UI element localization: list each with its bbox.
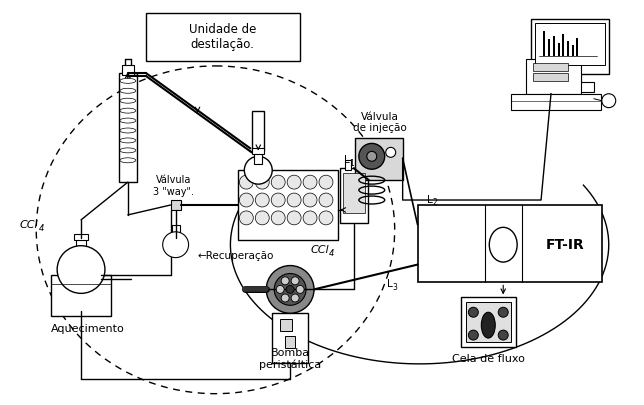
Bar — [461, 297, 516, 347]
Circle shape — [498, 307, 508, 317]
Circle shape — [163, 232, 189, 258]
Circle shape — [386, 147, 395, 157]
Circle shape — [281, 294, 289, 302]
Text: Aquecimento: Aquecimento — [51, 324, 125, 334]
Circle shape — [57, 246, 105, 293]
Bar — [238, 170, 338, 240]
Ellipse shape — [489, 227, 517, 262]
Circle shape — [498, 330, 508, 340]
Circle shape — [468, 307, 478, 317]
Text: CCl: CCl — [310, 245, 329, 255]
Text: Válvula
3 "way".: Válvula 3 "way". — [153, 175, 194, 197]
Circle shape — [287, 193, 301, 207]
Text: Unidade de
destilação.: Unidade de destilação. — [189, 23, 256, 51]
Circle shape — [303, 193, 317, 207]
Circle shape — [244, 156, 272, 184]
Bar — [567, 41, 569, 56]
Circle shape — [266, 266, 314, 313]
Bar — [343, 173, 365, 213]
Circle shape — [271, 175, 285, 189]
Circle shape — [468, 330, 478, 340]
Circle shape — [240, 211, 253, 225]
Text: Cela de fluxo: Cela de fluxo — [452, 354, 525, 364]
Circle shape — [281, 277, 289, 285]
Circle shape — [255, 175, 269, 189]
Bar — [543, 31, 545, 56]
Bar — [355, 139, 402, 180]
Circle shape — [286, 286, 294, 293]
Circle shape — [367, 151, 377, 161]
Bar — [417, 205, 601, 282]
Circle shape — [255, 193, 269, 207]
Circle shape — [291, 294, 299, 302]
Circle shape — [303, 211, 317, 225]
Bar — [558, 43, 560, 56]
Bar — [172, 225, 180, 235]
Bar — [76, 238, 86, 253]
Text: CCl: CCl — [20, 220, 39, 230]
Bar — [74, 234, 88, 240]
Circle shape — [319, 175, 333, 189]
Circle shape — [240, 193, 253, 207]
Circle shape — [291, 277, 299, 285]
Bar — [146, 13, 300, 61]
Circle shape — [287, 211, 301, 225]
Bar — [252, 111, 264, 150]
Circle shape — [240, 175, 253, 189]
Bar — [535, 23, 605, 65]
Text: 2: 2 — [432, 198, 437, 207]
Bar — [553, 36, 555, 56]
Text: Válvula
de injeção: Válvula de injeção — [353, 112, 406, 133]
Text: 4: 4 — [39, 224, 44, 233]
Bar — [466, 302, 511, 342]
Bar — [546, 82, 594, 92]
Text: L: L — [344, 155, 350, 165]
Text: FT-IR: FT-IR — [545, 238, 584, 252]
Bar — [562, 34, 564, 56]
Circle shape — [359, 143, 384, 169]
Bar — [345, 160, 351, 170]
Text: L: L — [387, 279, 393, 290]
Text: 4: 4 — [329, 249, 335, 258]
Bar — [285, 336, 295, 348]
Bar — [548, 39, 550, 56]
Bar — [356, 160, 362, 170]
Bar — [119, 73, 137, 182]
Circle shape — [271, 211, 285, 225]
Text: Bomba
peristáltica: Bomba peristáltica — [259, 348, 321, 370]
Circle shape — [303, 175, 317, 189]
Bar — [254, 152, 262, 164]
Bar — [511, 94, 601, 110]
Bar — [533, 63, 568, 71]
Circle shape — [319, 193, 333, 207]
Bar — [272, 313, 308, 363]
Text: ←Recuperação: ←Recuperação — [197, 251, 274, 261]
Bar — [122, 65, 134, 75]
Bar — [51, 275, 111, 316]
Bar — [572, 45, 574, 56]
Text: 1: 1 — [350, 159, 354, 168]
Text: L: L — [427, 195, 432, 205]
Circle shape — [296, 286, 304, 293]
Ellipse shape — [481, 312, 495, 338]
Circle shape — [601, 94, 616, 108]
Text: 3: 3 — [392, 283, 397, 292]
Circle shape — [255, 211, 269, 225]
Bar — [533, 73, 568, 81]
Bar — [252, 148, 264, 154]
Bar — [340, 168, 368, 223]
Circle shape — [271, 193, 285, 207]
Circle shape — [287, 175, 301, 189]
Circle shape — [319, 211, 333, 225]
Bar — [526, 59, 581, 94]
Bar — [559, 74, 581, 82]
Bar — [576, 38, 578, 56]
Bar — [531, 19, 609, 74]
Circle shape — [274, 273, 306, 305]
Bar — [280, 319, 292, 331]
Circle shape — [276, 286, 284, 293]
Bar — [171, 200, 180, 210]
